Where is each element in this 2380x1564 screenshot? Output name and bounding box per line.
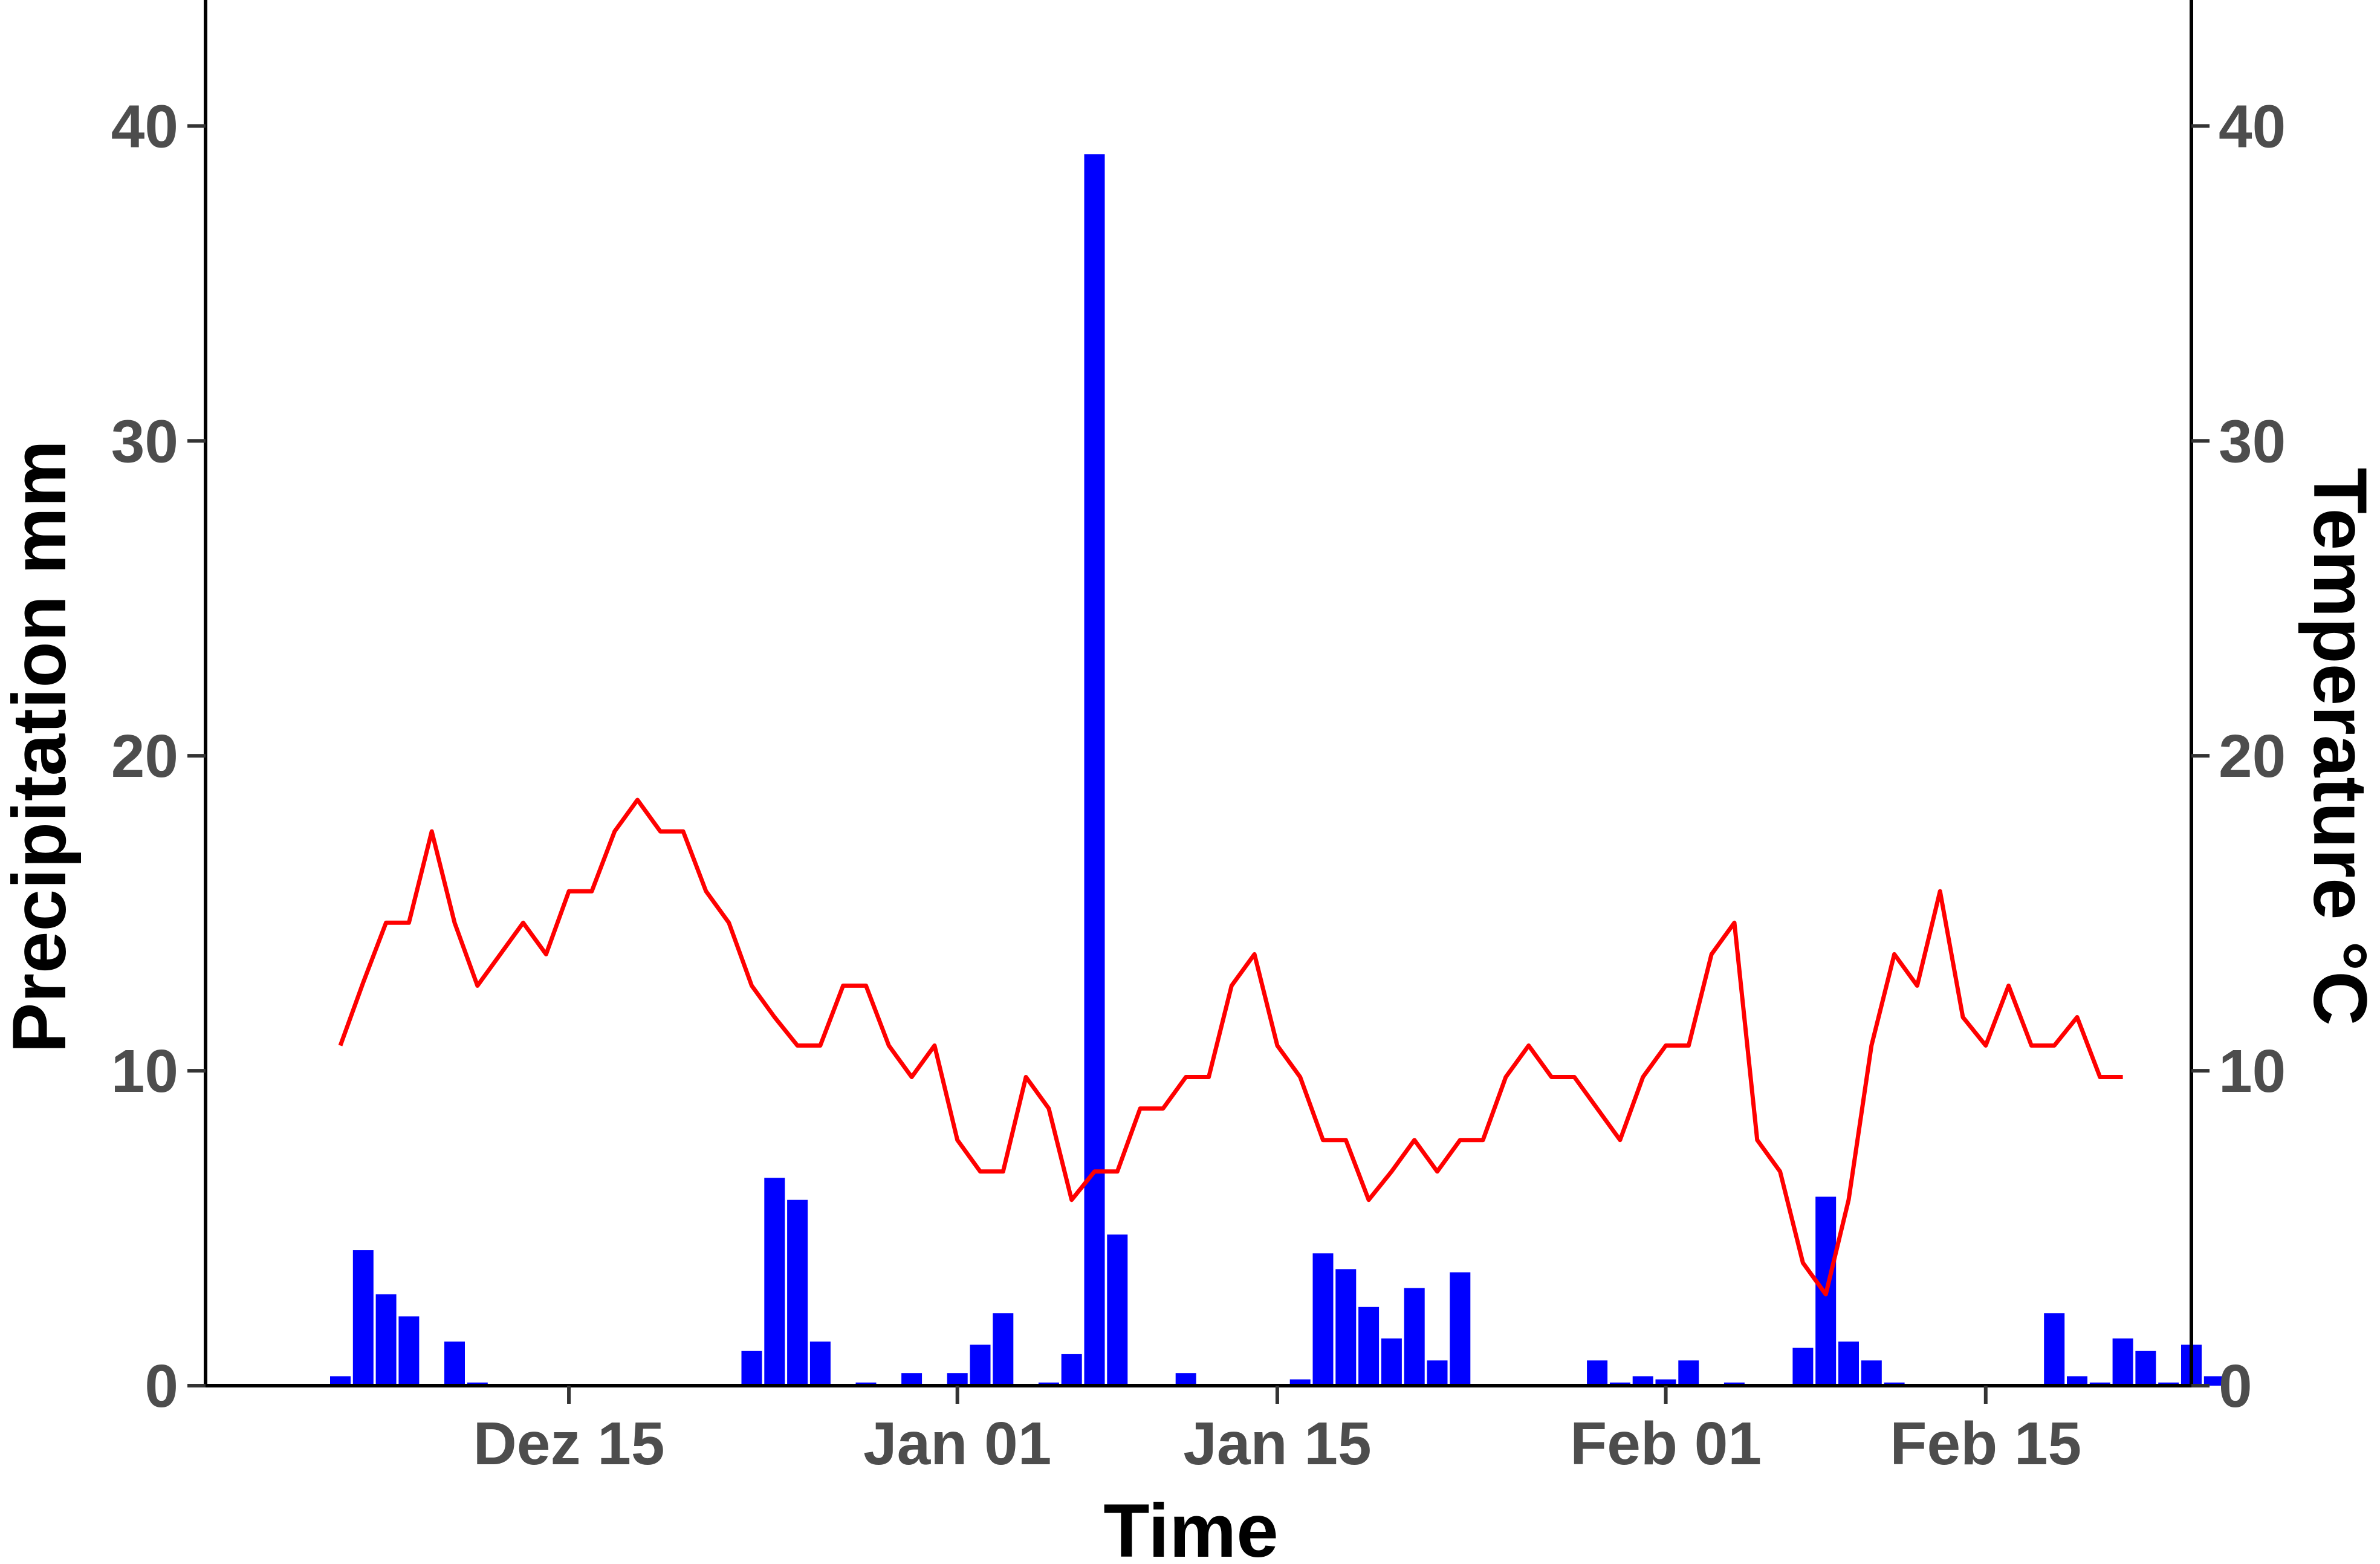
precipitation-bar [444,1342,465,1386]
precipitation-bar [970,1345,991,1386]
precipitation-bar [2067,1376,2087,1386]
precipitation-bar [1792,1348,1814,1386]
precipitation-bar [947,1373,968,1386]
precipitation-bar [2203,1376,2225,1386]
precipitation-bar [1358,1306,1380,1386]
left-y-tick-label: 20 [111,722,178,790]
precipitation-bar [993,1313,1014,1386]
right-y-tick-label: 20 [2219,722,2286,790]
x-tick-label: Feb 01 [1570,1410,1762,1478]
precipitation-bar [352,1250,374,1386]
precipitation-bar [1861,1360,1882,1386]
precipitation-bar [764,1178,785,1386]
precipitation-bar [1450,1272,1471,1386]
precipitation-bar [1289,1379,1311,1386]
right-y-tick-label: 0 [2219,1352,2252,1420]
left-y-tick-label: 10 [111,1037,178,1105]
x-axis-title: Time [1103,1489,1279,1564]
precipitation-bar [330,1376,351,1386]
precipitation-bar [1061,1354,1082,1386]
precipitation-bar [1587,1360,1608,1386]
x-tick-label: Jan 15 [1183,1410,1371,1478]
x-tick-label: Feb 15 [1890,1410,2081,1478]
precipitation-bar [741,1351,762,1386]
precipitation-bar [1107,1235,1128,1386]
right-y-tick-label: 30 [2219,407,2286,475]
precipitation-bar [1838,1342,1859,1386]
left-y-tick-label: 30 [111,407,178,475]
x-tick-label: Dez 15 [473,1410,665,1478]
precipitation-bar [1312,1253,1334,1386]
precipitation-bar [398,1316,420,1386]
precipitation-bar [1381,1338,1402,1386]
precipitation-bar [2135,1351,2156,1386]
precipitation-bar [2112,1338,2133,1386]
right-y-tick-label: 40 [2219,92,2286,160]
precipitation-bars [330,154,2225,1386]
right-y-axis-title: Temperature °C [2298,468,2380,1026]
right-y-tick-label: 10 [2219,1037,2286,1105]
left-y-axis-title: Precipitation mm [0,440,82,1053]
precipitation-bar [1427,1360,1448,1386]
temperature-line [338,797,2123,1297]
precipitation-bar [375,1294,397,1386]
precipitation-bar [809,1342,831,1386]
precipitation-bar [1175,1373,1196,1386]
precipitation-bar [1678,1360,1699,1386]
precipitation-bar [1655,1379,1676,1386]
precipitation-bar [901,1373,922,1386]
precipitation-bar [1404,1288,1425,1386]
precipitation-bar [787,1199,808,1386]
left-y-tick-label: 0 [144,1352,178,1420]
axes: 0 10 20 30 40 0 10 20 30 40 Dez 15 Jan 01 Jan 15 Feb … [111,0,2286,1478]
x-tick-label: Jan 01 [863,1410,1051,1478]
precipitation-bar [2044,1313,2065,1386]
precipitation-bar [1084,154,1105,1386]
left-y-tick-label: 40 [111,92,178,160]
precipitation-bar [1632,1376,1653,1386]
precipitation-bar [1335,1269,1357,1386]
